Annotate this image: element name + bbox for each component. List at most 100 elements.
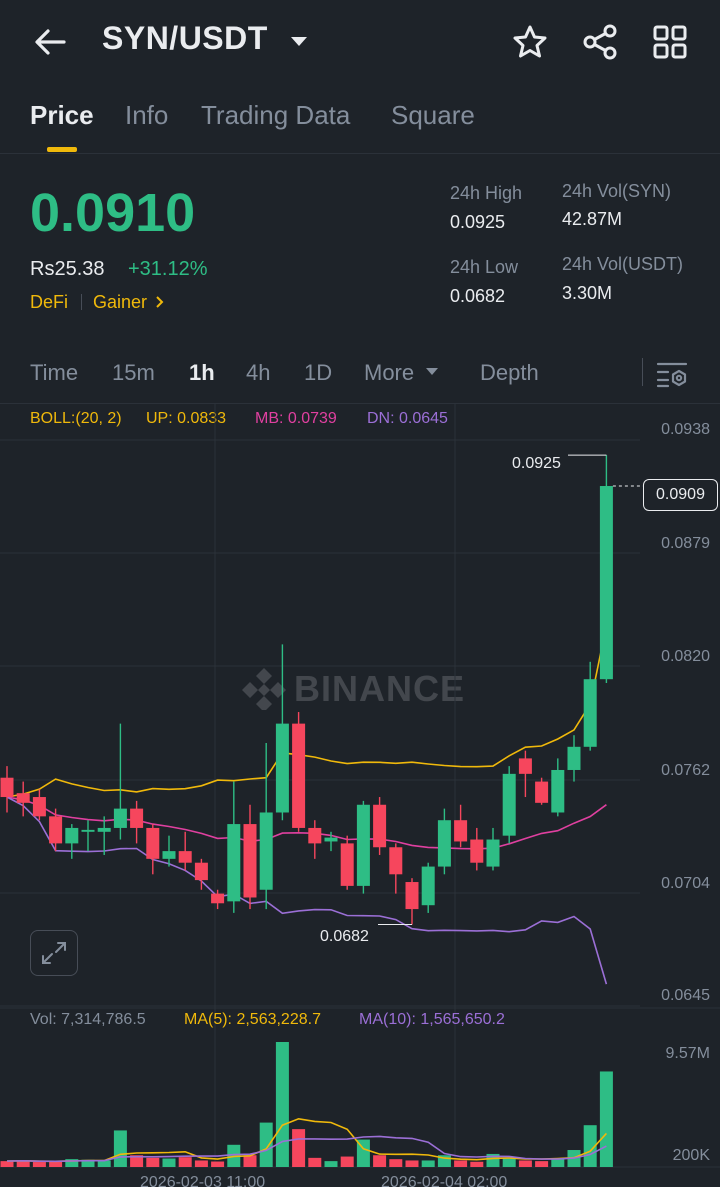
volume-bar [113,1130,127,1167]
time-axis-tick: 2026-02-03 11:00 [140,1174,266,1187]
stat-24h-vol-quote-value: 3.30M [562,283,613,303]
star-icon[interactable] [510,22,550,62]
timeframe-toolbar: Time 15m 1h 4h 1D More Depth [0,352,720,398]
caret-down-icon[interactable] [288,30,310,52]
current-price-tag[interactable]: 0.0909 [643,479,718,511]
tag-defi[interactable]: DeFi [30,292,69,312]
volume-bar [356,1139,370,1167]
chart-settings-icon[interactable] [654,356,690,392]
price-axis-tick: 0.0645 [661,987,710,1004]
candle-body [535,781,549,803]
volume-bar [292,1129,306,1167]
share-icon[interactable] [580,22,620,62]
candle-body [583,679,597,747]
volume-bar [373,1155,387,1167]
expand-icon [42,942,66,964]
fullscreen-button[interactable] [30,930,78,976]
volume-bar [146,1157,160,1167]
candle-body [81,829,95,832]
candle-body [405,882,419,910]
tab-square[interactable]: Square [391,100,475,130]
volume-bar [211,1161,225,1167]
price-axis-tick: 0.0938 [661,421,710,438]
tf-4h[interactable]: 4h [246,360,271,385]
toolbar-divider-line [0,403,720,404]
candle-body [113,808,127,828]
boll-mb-line [6,796,607,850]
boll-mb-value: MB: 0.0739 [255,410,337,427]
candlestick-chart[interactable] [0,404,720,1187]
tf-depth[interactable]: Depth [480,360,539,385]
tf-15m[interactable]: 15m [112,360,155,385]
volume-bar [308,1157,322,1167]
candle-body [454,820,468,842]
candle-body [146,827,160,859]
volume-bar [421,1160,435,1167]
tab-info[interactable]: Info [125,100,169,130]
boll-up-value: UP: 0.0833 [146,410,227,427]
tf-more[interactable]: More [364,360,440,386]
stat-24h-vol-quote-label: 24h Vol(USDT) [562,254,684,274]
volume-bar [0,1161,14,1167]
tf-1h[interactable]: 1h [189,360,215,385]
grid-icon[interactable] [650,22,690,62]
volume-bar [389,1159,403,1167]
watermark-text: BINANCE [294,668,466,709]
candle-body [340,843,354,886]
tag-gainer[interactable]: Gainer [93,292,166,313]
candle-body [518,758,532,774]
volume-bar [32,1162,46,1167]
candle-body [551,769,565,813]
volume-ma10-line [6,1135,607,1163]
chevron-right-icon [156,296,164,308]
volume-ma5-value: MA(5): 2,563,228.7 [184,1011,321,1028]
candle-body [178,851,192,863]
volume-bar [518,1160,532,1167]
candle-body [373,804,387,848]
candle-body [65,827,79,844]
stat-24h-vol-base-label: 24h Vol(SYN) [562,181,672,201]
volume-bar [599,1071,613,1167]
volume-value: Vol: 7,314,786.5 [30,1011,146,1028]
tab-trading-data[interactable]: Trading Data [201,100,351,130]
price-axis-tick: 0.0879 [661,535,710,552]
boll-dn-value: DN: 0.0645 [367,410,448,427]
main-tabs: Price Info Trading Data Square [0,96,720,154]
candle-body [421,866,435,906]
candle-body [259,812,273,890]
candle-body [275,723,289,813]
candle-body [486,839,500,867]
stat-24h-high-label: 24h High [450,183,523,203]
boll-dn-line [6,796,608,985]
tag-gainer-label: Gainer [93,292,148,312]
tag-divider [81,294,82,310]
tf-1d[interactable]: 1D [304,360,333,385]
price-axis-tick: 0.0762 [661,762,710,779]
volume-bar [162,1158,176,1167]
caret-down-icon [426,368,439,375]
volume-bar [340,1156,354,1167]
stat-24h-low-label: 24h Low [450,257,519,277]
candle-body [356,804,370,886]
candle-body [243,824,257,898]
candle-body [324,837,338,842]
candle-body [211,893,225,904]
candle-body [194,862,208,881]
candle-body [389,847,403,875]
volume-bar [502,1157,516,1167]
time-axis-tick: 2026-02-04 02:00 [381,1174,508,1187]
binance-logo-icon [242,668,286,710]
pair-title[interactable]: SYN/USDT [102,20,268,56]
candle-body [470,839,484,863]
high-mark-label: 0.0925 [512,455,561,472]
price-axis-tick: 0.0820 [661,648,710,665]
boll-label[interactable]: BOLL:(20, 2) [30,410,122,427]
arrow-left-icon[interactable] [30,22,70,62]
volume-bar [535,1161,549,1167]
tab-price[interactable]: Price [30,100,94,130]
volume-bar [243,1155,257,1167]
volume-bar [130,1155,144,1167]
tf-time[interactable]: Time [30,360,79,385]
volume-bar [583,1125,597,1167]
volume-axis-tick: 9.57M [665,1045,710,1062]
